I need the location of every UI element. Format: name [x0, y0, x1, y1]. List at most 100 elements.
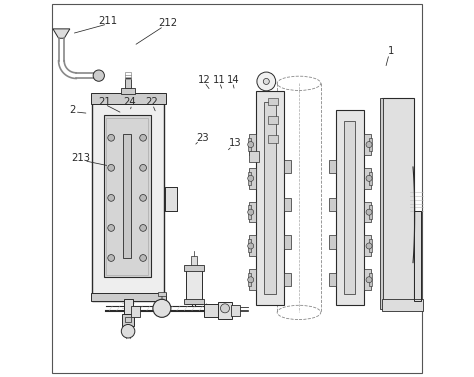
- Text: 11: 11: [213, 75, 226, 84]
- Text: 21: 21: [99, 97, 111, 107]
- Circle shape: [108, 254, 115, 261]
- Bar: [122, 314, 134, 326]
- Bar: [329, 236, 336, 248]
- Bar: [249, 168, 256, 188]
- Bar: [249, 236, 256, 256]
- Circle shape: [153, 299, 171, 317]
- Bar: [183, 299, 204, 304]
- Bar: [248, 273, 251, 286]
- Bar: [125, 72, 131, 79]
- Text: 22: 22: [145, 97, 158, 107]
- Text: 24: 24: [124, 97, 136, 107]
- Bar: [369, 205, 372, 219]
- Polygon shape: [53, 29, 70, 38]
- Bar: [256, 91, 284, 305]
- Circle shape: [220, 304, 229, 313]
- Bar: [165, 187, 176, 211]
- Bar: [186, 268, 202, 304]
- Text: 1: 1: [388, 46, 394, 57]
- Bar: [91, 293, 165, 301]
- Bar: [382, 98, 413, 309]
- Circle shape: [248, 243, 254, 249]
- Bar: [364, 236, 371, 256]
- Circle shape: [248, 277, 254, 283]
- Bar: [191, 256, 197, 265]
- Bar: [369, 273, 372, 286]
- Bar: [165, 187, 176, 211]
- Bar: [231, 305, 240, 316]
- Circle shape: [140, 164, 146, 171]
- Circle shape: [140, 135, 146, 141]
- Bar: [248, 205, 251, 219]
- Circle shape: [140, 195, 146, 201]
- Circle shape: [108, 164, 115, 171]
- Text: 13: 13: [229, 138, 241, 149]
- Bar: [369, 239, 372, 252]
- Circle shape: [108, 195, 115, 201]
- Text: 212: 212: [158, 18, 177, 28]
- Bar: [364, 202, 371, 222]
- Bar: [364, 134, 371, 155]
- Bar: [413, 211, 421, 301]
- Bar: [413, 211, 421, 301]
- Circle shape: [248, 141, 254, 147]
- Bar: [249, 151, 259, 162]
- Circle shape: [140, 254, 146, 261]
- Bar: [268, 98, 278, 105]
- Circle shape: [366, 209, 372, 215]
- Bar: [369, 172, 372, 185]
- Bar: [158, 292, 165, 296]
- Circle shape: [257, 72, 276, 91]
- Bar: [131, 306, 140, 317]
- Bar: [364, 269, 371, 290]
- Circle shape: [108, 135, 115, 141]
- Bar: [218, 302, 232, 319]
- Bar: [329, 160, 336, 173]
- Bar: [268, 116, 278, 124]
- Bar: [123, 134, 131, 258]
- Circle shape: [140, 225, 146, 231]
- Text: 2: 2: [69, 105, 76, 115]
- Text: 12: 12: [198, 75, 211, 84]
- Bar: [336, 110, 364, 305]
- Circle shape: [93, 70, 104, 81]
- Circle shape: [263, 78, 269, 84]
- Bar: [248, 239, 251, 252]
- Bar: [284, 236, 291, 248]
- Bar: [91, 93, 165, 104]
- Circle shape: [366, 141, 372, 147]
- Circle shape: [248, 209, 254, 215]
- Bar: [92, 95, 164, 301]
- Text: 211: 211: [98, 16, 117, 26]
- Bar: [329, 198, 336, 211]
- Bar: [380, 98, 383, 309]
- Bar: [344, 121, 356, 294]
- Bar: [248, 172, 251, 185]
- Bar: [284, 198, 291, 211]
- Circle shape: [366, 243, 372, 249]
- Circle shape: [366, 175, 372, 181]
- Bar: [125, 317, 131, 322]
- Bar: [248, 138, 251, 151]
- Circle shape: [108, 225, 115, 231]
- Text: 14: 14: [227, 75, 239, 84]
- Bar: [268, 135, 278, 143]
- Bar: [204, 304, 221, 317]
- Bar: [284, 273, 291, 286]
- Bar: [249, 269, 256, 290]
- Bar: [124, 299, 133, 314]
- Bar: [364, 168, 371, 188]
- Bar: [329, 273, 336, 286]
- Bar: [382, 299, 423, 311]
- Circle shape: [248, 175, 254, 181]
- Circle shape: [366, 277, 372, 283]
- Bar: [369, 138, 372, 151]
- Circle shape: [121, 325, 135, 338]
- Bar: [104, 115, 151, 277]
- Bar: [125, 78, 131, 88]
- Bar: [284, 160, 291, 173]
- Bar: [264, 102, 276, 294]
- Text: 23: 23: [196, 133, 209, 143]
- Bar: [106, 118, 148, 274]
- Bar: [183, 265, 204, 271]
